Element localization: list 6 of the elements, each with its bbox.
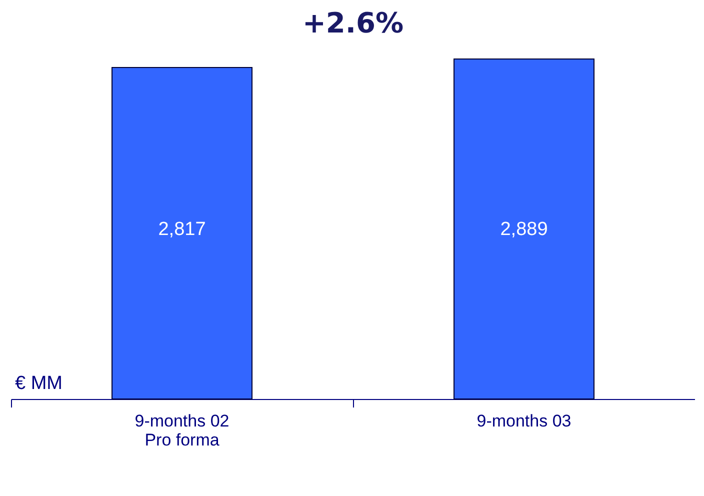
data-label: 2,889 <box>500 219 548 240</box>
x-tick-label: 9-months 03 <box>476 412 572 430</box>
y-axis-title: € MM <box>15 373 62 394</box>
chart-title: +2.6% <box>302 6 404 40</box>
x-tick-label: 9-months 02 Pro forma <box>134 412 230 450</box>
data-label: 2,817 <box>158 219 206 240</box>
